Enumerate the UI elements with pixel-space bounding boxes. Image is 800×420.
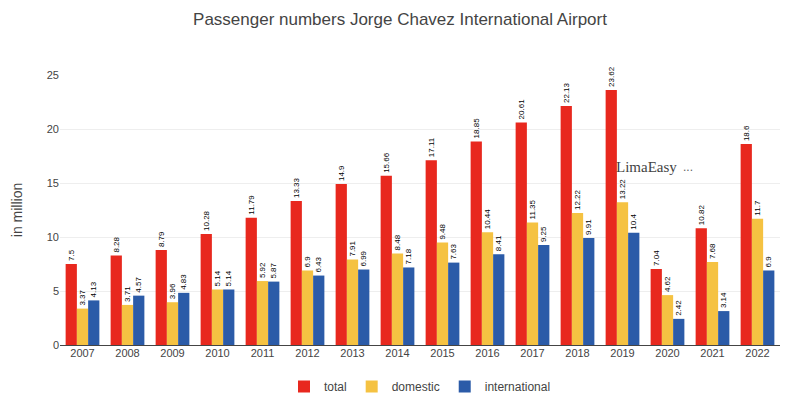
- svg-text:18.85: 18.85: [472, 118, 481, 139]
- svg-text:8.41: 8.41: [494, 235, 503, 251]
- svg-text:7.04: 7.04: [652, 250, 661, 266]
- svg-text:2011: 2011: [251, 347, 275, 359]
- svg-text:7.18: 7.18: [404, 248, 413, 264]
- svg-text:8.79: 8.79: [157, 231, 166, 247]
- svg-text:LimaEasy: LimaEasy: [616, 159, 677, 175]
- svg-text:13.33: 13.33: [292, 177, 301, 198]
- svg-text:3.96: 3.96: [168, 283, 177, 299]
- svg-text:10.28: 10.28: [202, 210, 211, 231]
- svg-text:9.48: 9.48: [438, 223, 447, 239]
- svg-text:10.44: 10.44: [483, 209, 492, 230]
- svg-text:5.14: 5.14: [224, 270, 233, 286]
- svg-text:6.9: 6.9: [764, 256, 773, 268]
- svg-text:5: 5: [53, 285, 59, 297]
- svg-text:7.5: 7.5: [67, 249, 76, 261]
- svg-text:4.83: 4.83: [179, 274, 188, 290]
- svg-text:5.87: 5.87: [269, 262, 278, 278]
- svg-text:14.9: 14.9: [337, 165, 346, 181]
- svg-text:11.79: 11.79: [247, 195, 256, 215]
- svg-text:2021: 2021: [700, 347, 724, 359]
- svg-text:2016: 2016: [475, 347, 499, 359]
- svg-text:7.68: 7.68: [708, 243, 717, 259]
- svg-text:2020: 2020: [655, 347, 679, 359]
- svg-text:7.91: 7.91: [348, 240, 357, 256]
- svg-text:22.13: 22.13: [562, 82, 571, 103]
- svg-text:4.57: 4.57: [134, 277, 143, 293]
- svg-text:6.43: 6.43: [314, 256, 323, 272]
- svg-text:total: total: [324, 380, 347, 394]
- svg-text:domestic: domestic: [392, 380, 440, 394]
- svg-text:Passenger numbers Jorge Chavez: Passenger numbers Jorge Chavez Internati…: [193, 10, 607, 29]
- svg-text:4.62: 4.62: [663, 276, 672, 292]
- svg-text:8.48: 8.48: [393, 234, 402, 250]
- svg-text:15: 15: [47, 177, 59, 189]
- svg-text:2017: 2017: [520, 347, 544, 359]
- svg-text:25: 25: [47, 69, 59, 81]
- svg-text:11.7: 11.7: [753, 200, 762, 216]
- svg-text:10.82: 10.82: [697, 205, 706, 226]
- svg-text:0: 0: [53, 339, 59, 351]
- svg-text:2022: 2022: [745, 347, 769, 359]
- svg-text:9.25: 9.25: [539, 226, 548, 242]
- svg-text:...: ...: [683, 160, 693, 174]
- svg-text:23.62: 23.62: [607, 66, 616, 87]
- svg-text:13.22: 13.22: [618, 179, 627, 200]
- svg-text:2009: 2009: [160, 347, 184, 359]
- svg-text:20.61: 20.61: [517, 99, 526, 120]
- svg-text:10.4: 10.4: [629, 214, 638, 230]
- svg-text:2.42: 2.42: [674, 300, 683, 316]
- svg-text:5.14: 5.14: [213, 270, 222, 286]
- svg-text:2012: 2012: [295, 347, 319, 359]
- svg-text:10: 10: [47, 231, 59, 243]
- svg-text:4.13: 4.13: [89, 281, 98, 297]
- svg-text:18.6: 18.6: [742, 125, 751, 141]
- svg-text:12.22: 12.22: [573, 189, 582, 210]
- svg-text:20: 20: [47, 123, 59, 135]
- svg-text:3.71: 3.71: [123, 286, 132, 302]
- svg-text:8.28: 8.28: [112, 236, 121, 252]
- svg-text:3.14: 3.14: [719, 292, 728, 308]
- svg-text:in million: in million: [9, 183, 25, 237]
- svg-text:17.11: 17.11: [427, 137, 436, 157]
- svg-text:2010: 2010: [205, 347, 229, 359]
- svg-text:2013: 2013: [340, 347, 364, 359]
- svg-text:5.92: 5.92: [258, 262, 267, 278]
- svg-text:2018: 2018: [565, 347, 589, 359]
- svg-text:3.37: 3.37: [78, 289, 87, 305]
- svg-text:7.63: 7.63: [449, 243, 458, 259]
- svg-text:15.66: 15.66: [382, 152, 391, 173]
- svg-text:2008: 2008: [115, 347, 139, 359]
- svg-text:6.9: 6.9: [303, 256, 312, 268]
- svg-text:2015: 2015: [430, 347, 454, 359]
- svg-text:9.91: 9.91: [584, 219, 593, 235]
- svg-text:2019: 2019: [610, 347, 634, 359]
- svg-text:2014: 2014: [385, 347, 409, 359]
- svg-text:international: international: [485, 380, 550, 394]
- svg-text:2007: 2007: [70, 347, 94, 359]
- svg-text:6.99: 6.99: [359, 250, 368, 266]
- svg-text:11.35: 11.35: [528, 199, 537, 219]
